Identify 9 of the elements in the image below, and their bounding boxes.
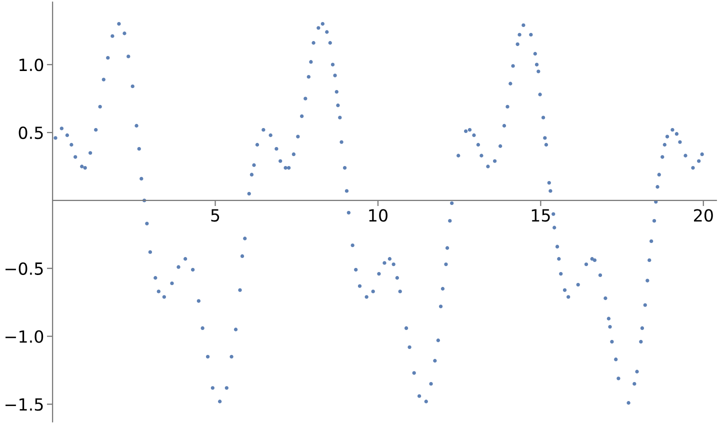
x-tick-label: 10 xyxy=(369,209,388,222)
y-tick-label: 0.5 xyxy=(18,126,43,140)
y-tick-label: −1.5 xyxy=(6,398,43,411)
x-tick-label: 15 xyxy=(532,209,550,222)
x-tick-label: 20 xyxy=(694,209,713,222)
y-tick-label: −0.5 xyxy=(6,262,43,275)
x-tick-label: 5 xyxy=(211,209,220,222)
y-tick-label: 1.0 xyxy=(20,58,44,72)
y-tick-label: −1.0 xyxy=(6,330,44,343)
